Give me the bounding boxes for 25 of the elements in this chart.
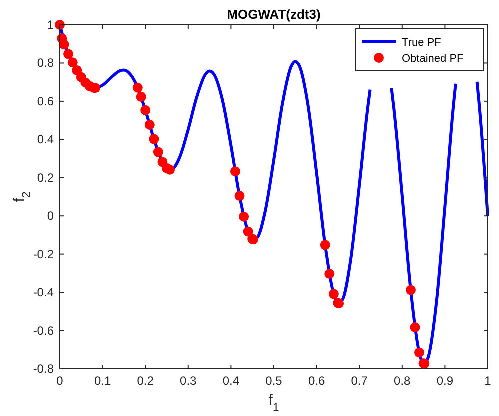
x-tick-label: 0.8	[394, 374, 412, 388]
x-tick-label: 0.4	[222, 374, 240, 388]
y-tick-label: -0.4	[33, 286, 54, 300]
x-tick-label: 0.3	[180, 374, 198, 388]
x-axis-title: f$_{1}$	[268, 392, 280, 414]
x-tick-label: 0.2	[137, 374, 154, 388]
legend-label: Obtained PF	[402, 53, 464, 65]
y-tick-label: 1	[47, 18, 54, 32]
legend-label: True PF	[402, 37, 442, 49]
y-tick-label: -0.2	[33, 247, 54, 262]
chart-title: MOGWAT(zdt3)	[227, 7, 321, 22]
y-tick-label: -0.8	[33, 362, 54, 376]
x-tick-label: 0.1	[94, 374, 112, 388]
x-tick-label: 0.6	[308, 374, 326, 388]
y-tick-label: 0.2	[37, 170, 54, 185]
y-tick-label: 0.6	[37, 94, 54, 108]
x-tick-label: 1	[484, 374, 492, 388]
y-tick-label: 0	[47, 209, 54, 224]
y-tick-label: 0.8	[37, 56, 54, 70]
x-tick-label: 0.7	[351, 374, 368, 388]
x-tick-label: 0	[56, 374, 64, 388]
y-tick-label: 0.4	[37, 132, 54, 147]
x-tick-label: 0.9	[436, 374, 454, 388]
x-tick-label: 0.5	[266, 374, 283, 388]
y-tick-label: -0.6	[33, 324, 54, 338]
